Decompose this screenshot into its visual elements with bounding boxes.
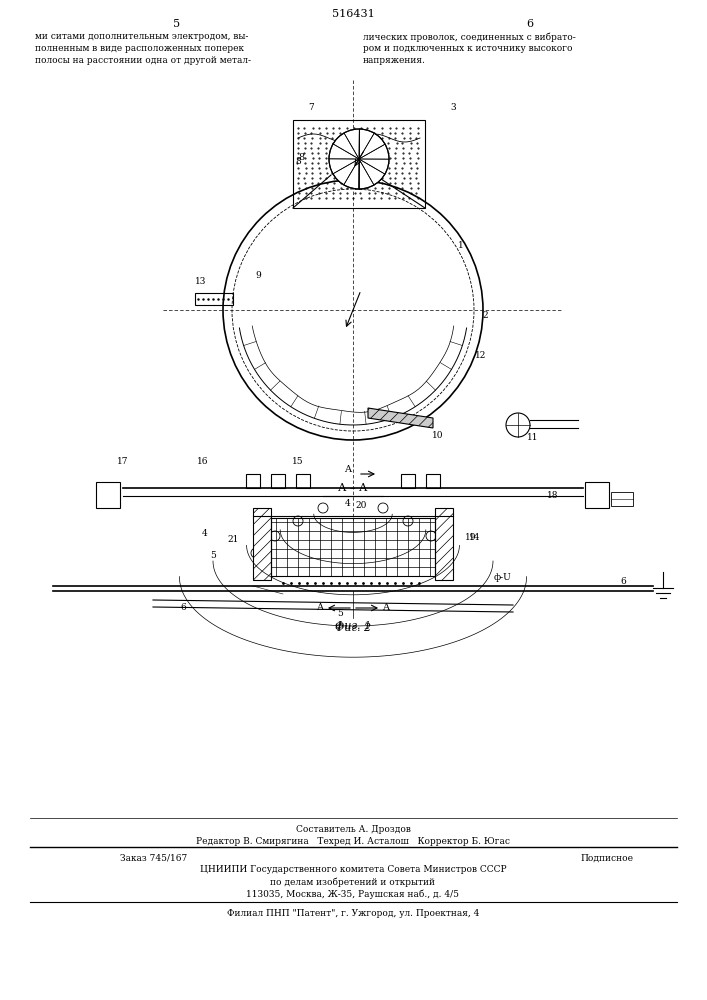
Bar (401, 474, 415, 488)
Bar (611, 492, 633, 506)
Bar (96, 482, 120, 508)
Text: 21: 21 (228, 536, 239, 544)
Text: 6: 6 (527, 19, 534, 29)
Text: A: A (344, 464, 351, 474)
Text: 5: 5 (173, 19, 180, 29)
Text: полненным в виде расположенных поперек: полненным в виде расположенных поперек (35, 44, 244, 53)
Bar (246, 474, 260, 488)
Text: Филиал ПНП "Патент", г. Ужгород, ул. Проектная, 4: Филиал ПНП "Патент", г. Ужгород, ул. Про… (227, 908, 479, 918)
Text: 113035, Москва, Ж-35, Раушская наб., д. 4/5: 113035, Москва, Ж-35, Раушская наб., д. … (247, 889, 460, 899)
Text: лических проволок, соединенных с вибрато-: лических проволок, соединенных с вибрато… (363, 32, 575, 41)
Bar (253, 508, 271, 580)
Text: 7: 7 (308, 104, 314, 112)
Bar (426, 474, 440, 488)
Circle shape (329, 129, 389, 189)
Text: 4: 4 (345, 499, 351, 508)
Text: ЦНИИПИ Государственного комитета Совета Министров СССР: ЦНИИПИ Государственного комитета Совета … (199, 865, 506, 874)
Text: 19: 19 (465, 534, 477, 542)
Text: 15: 15 (292, 458, 304, 466)
Text: ром и подключенных к источнику высокого: ром и подключенных к источнику высокого (363, 44, 573, 53)
Text: Редактор В. Смирягина   Техред И. Асталош   Корректор Б. Югас: Редактор В. Смирягина Техред И. Асталош … (196, 836, 510, 846)
Bar (271, 518, 435, 576)
Text: 10: 10 (432, 430, 444, 440)
Text: 9: 9 (255, 270, 261, 279)
Text: Составитель А. Дроздов: Составитель А. Дроздов (296, 824, 411, 834)
Text: Заказ 745/167: Заказ 745/167 (120, 854, 187, 862)
Text: 4: 4 (202, 530, 208, 538)
Text: 3: 3 (450, 104, 456, 112)
Text: 5: 5 (337, 609, 343, 618)
Text: по делам изобретений и открытий: по делам изобретений и открытий (271, 877, 436, 887)
Text: 13: 13 (195, 277, 206, 286)
Text: 12: 12 (475, 351, 486, 360)
Text: 1: 1 (458, 240, 464, 249)
Bar (435, 508, 453, 580)
Text: A: A (382, 603, 390, 612)
Bar (271, 474, 285, 488)
Text: 6: 6 (620, 576, 626, 585)
Text: 6: 6 (180, 602, 186, 611)
Bar (296, 474, 310, 488)
Text: 8: 8 (295, 157, 301, 166)
Text: полосы на расстоянии одна от другой метал-: полосы на расстоянии одна от другой мета… (35, 56, 251, 65)
Text: 516431: 516431 (332, 9, 375, 19)
Polygon shape (368, 408, 433, 428)
Text: 14: 14 (469, 534, 481, 542)
Text: ми ситами дополнительным электродом, вы-: ми ситами дополнительным электродом, вы- (35, 32, 248, 41)
Text: 11: 11 (527, 434, 539, 442)
Text: 2: 2 (482, 310, 488, 320)
Text: Фиг. 2: Фиг. 2 (335, 623, 371, 633)
Text: 16: 16 (197, 458, 209, 466)
Bar (585, 482, 609, 508)
Text: напряжения.: напряжения. (363, 56, 426, 65)
Text: 8: 8 (298, 153, 304, 162)
Text: А – А: А – А (339, 483, 368, 493)
Text: ф-U: ф-U (494, 574, 512, 582)
Text: 18: 18 (547, 490, 559, 499)
Text: 20: 20 (356, 500, 367, 510)
Text: 5: 5 (210, 552, 216, 560)
Text: Подписное: Подписное (580, 854, 633, 862)
Text: 17: 17 (117, 458, 129, 466)
Text: A: A (317, 603, 324, 612)
Text: Фиг. 1: Фиг. 1 (335, 621, 371, 631)
